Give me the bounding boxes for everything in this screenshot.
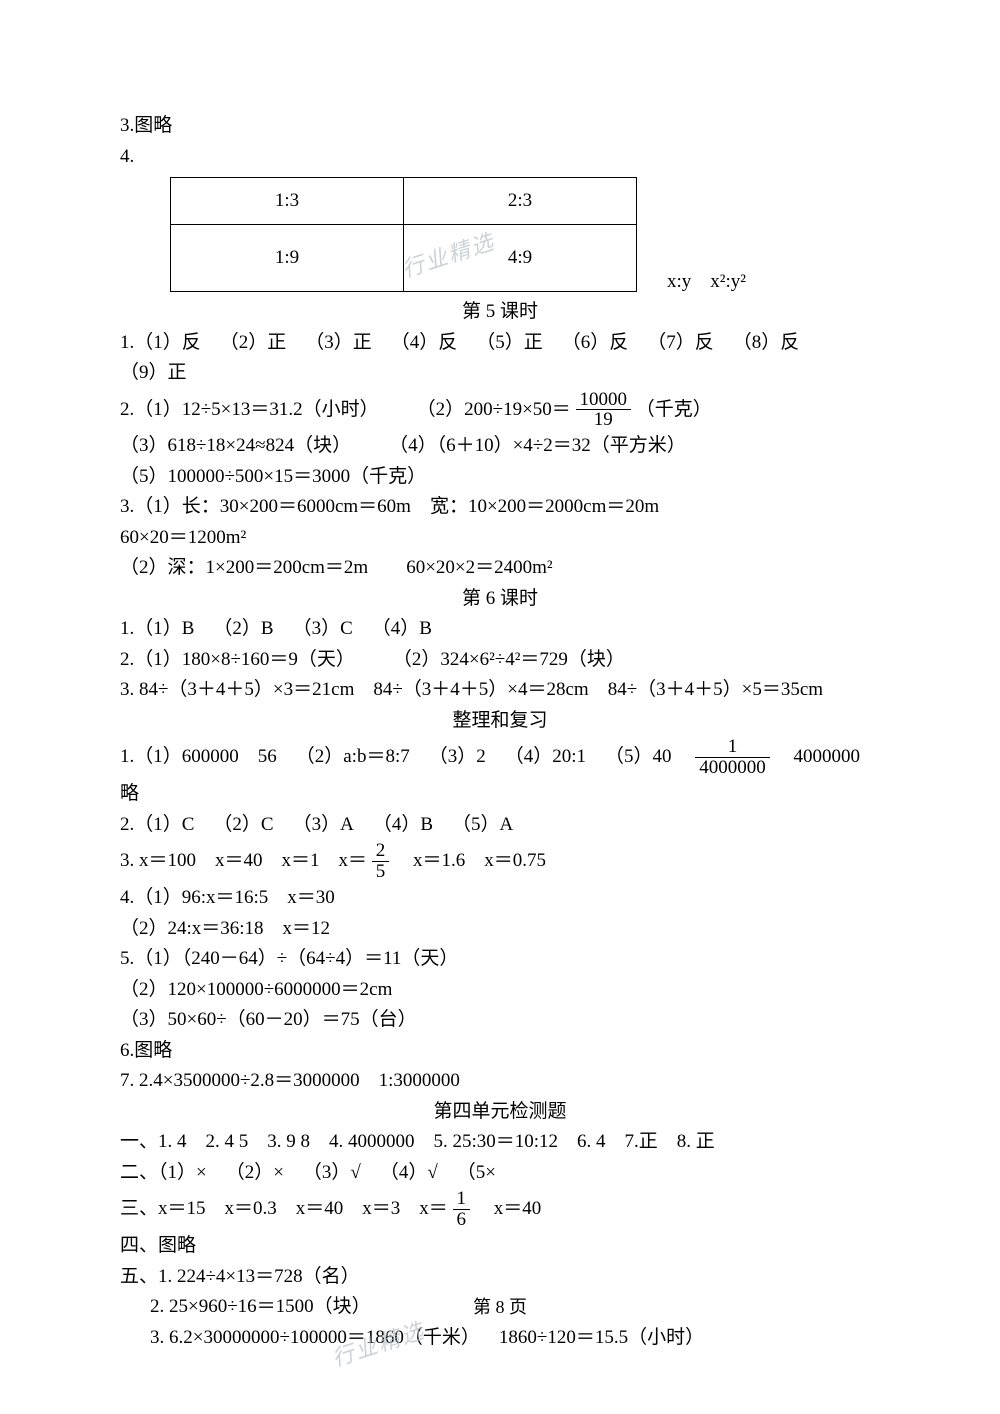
- text-line: 5.（1）（240－64）÷（64÷4）＝11（天）: [120, 945, 880, 974]
- text-line: 7. 2.4×3500000÷2.8＝3000000 1:3000000: [120, 1067, 880, 1096]
- text-line: （5）100000÷500×15＝3000（千克）: [120, 463, 880, 492]
- section-title: 整理和复习: [120, 707, 880, 736]
- text-line: 2.（1）C （2）C （3）A （4）B （5）A: [120, 811, 880, 840]
- text-line: 2.（1）12÷5×13＝31.2（小时） （2）200÷19×50＝ 1000…: [120, 390, 880, 431]
- fraction-den: 5: [372, 862, 390, 882]
- text-line: 4.: [120, 143, 880, 172]
- fraction: 10000 19: [576, 390, 632, 431]
- text-line: 略: [120, 780, 880, 809]
- text-part: 三、x＝15 x＝0.3 x＝40 x＝3 x＝: [120, 1198, 448, 1219]
- section-title: 第 5 课时: [120, 298, 880, 327]
- text-line: 四、图略: [120, 1232, 880, 1261]
- text-line: （2）24:x＝36:18 x＝12: [120, 915, 880, 944]
- text-line: 1.（1）反 （2）正 （3）正 （4）反 （5）正 （6）反 （7）反 （8）…: [120, 329, 880, 358]
- fraction-num: 2: [372, 841, 390, 862]
- text-line: 1.（1）600000 56 （2）a:b＝8:7 （3）2 （4）20:1 （…: [120, 737, 880, 778]
- text-line: 3. 84÷（3＋4＋5）×3＝21cm 84÷（3＋4＋5）×4＝28cm 8…: [120, 676, 880, 705]
- fraction: 1 6: [453, 1189, 471, 1230]
- text-line: （9）正: [120, 359, 880, 388]
- text-line: （3）50×60÷（60－20）＝75（台）: [120, 1006, 880, 1035]
- text-line: 3.图略: [120, 112, 880, 141]
- text-line: 4.（1）96:x＝16:5 x＝30: [120, 884, 880, 913]
- fraction-num: 10000: [576, 390, 632, 411]
- text-line: （3）618÷18×24≈824（块） （4）（6＋10）×4÷2＝32（平方米…: [120, 432, 880, 461]
- page-content: 3.图略 4. 1:3 2:3 1:9 4:9 x:y x²:y² 第 5 课时…: [0, 0, 1000, 1394]
- text-part: x＝40: [475, 1198, 542, 1219]
- text-line: 3. x＝100 x＝40 x＝1 x＝ 2 5 x＝1.6 x＝0.75: [120, 841, 880, 882]
- fraction: 2 5: [372, 841, 390, 882]
- text-line: 3. 6.2×30000000÷100000＝1860（千米） 1860÷120…: [120, 1324, 880, 1353]
- text-part: 3. x＝100 x＝40 x＝1 x＝: [120, 850, 367, 871]
- text-line: 60×20＝1200m²: [120, 524, 880, 553]
- text-line: （2）深：1×200＝200cm＝2m 60×20×2＝2400m²: [120, 554, 880, 583]
- fraction-num: 1: [453, 1189, 471, 1210]
- ratio-table: 1:3 2:3 1:9 4:9: [170, 177, 637, 292]
- table-cell: 1:9: [171, 225, 404, 292]
- fraction-den: 6: [453, 1210, 471, 1230]
- page-footer: 第 8 页: [0, 1293, 1000, 1319]
- text-line: 3.（1）长：30×200＝6000cm＝60m 宽：10×200＝2000cm…: [120, 493, 880, 522]
- text-part: 4000000: [775, 746, 861, 767]
- text-line: （2）120×100000÷6000000＝2cm: [120, 976, 880, 1005]
- table-cell: 1:3: [171, 178, 404, 225]
- fraction-den: 4000000: [695, 758, 770, 778]
- text-part: 2.（1）12÷5×13＝31.2（小时） （2）200÷19×50＝: [120, 398, 571, 419]
- text-line: 6.图略: [120, 1037, 880, 1066]
- text-line: 五、1. 224÷4×13＝728（名）: [120, 1263, 880, 1292]
- table-caption: x:y x²:y²: [667, 268, 746, 297]
- fraction-den: 19: [576, 410, 632, 430]
- text-line: 1.（1）B （2）B （3）C （4）B: [120, 615, 880, 644]
- text-part: x＝1.6 x＝0.75: [394, 850, 546, 871]
- section-title: 第 6 课时: [120, 585, 880, 614]
- text-line: 三、x＝15 x＝0.3 x＝40 x＝3 x＝ 1 6 x＝40: [120, 1189, 880, 1230]
- text-line: 一、1. 4 2. 4 5 3. 9 8 4. 4000000 5. 25:30…: [120, 1128, 880, 1157]
- text-line: 2.（1）180×8÷160＝9（天） （2）324×6²÷4²＝729（块）: [120, 646, 880, 675]
- text-part: （千克）: [636, 398, 712, 419]
- text-part: 1.（1）600000 56 （2）a:b＝8:7 （3）2 （4）20:1 （…: [120, 746, 691, 767]
- fraction-num: 1: [695, 737, 770, 758]
- table-cell: 4:9: [404, 225, 637, 292]
- text-line: 二、（1）× （2）× （3）√ （4）√ （5×: [120, 1159, 880, 1188]
- table-cell: 2:3: [404, 178, 637, 225]
- fraction: 1 4000000: [695, 737, 770, 778]
- section-title: 第四单元检测题: [120, 1098, 880, 1127]
